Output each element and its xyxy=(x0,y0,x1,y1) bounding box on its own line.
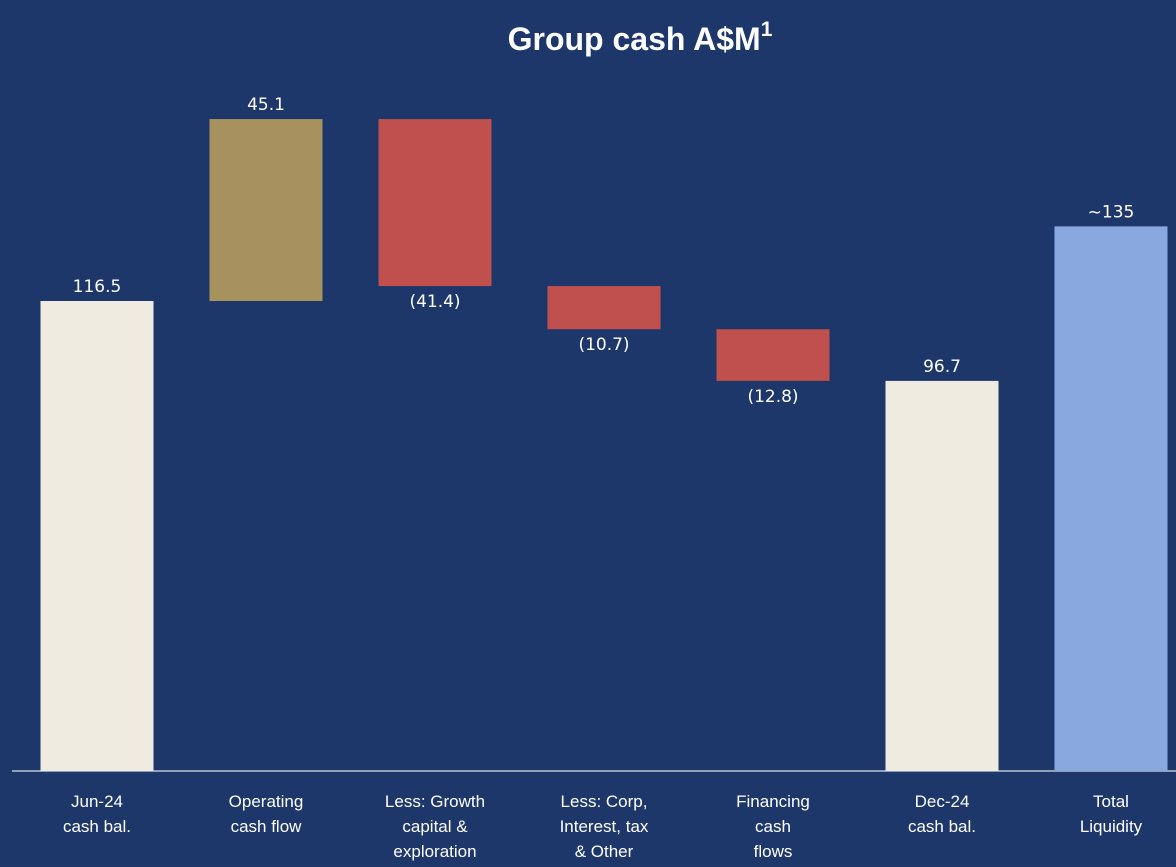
bar xyxy=(40,301,154,771)
x-tick-line: cash xyxy=(755,817,791,836)
bar xyxy=(1054,226,1168,771)
x-tick-line: & Other xyxy=(575,842,634,861)
title-superscript: 1 xyxy=(761,18,773,41)
title-text: Group cash A$M xyxy=(508,21,761,57)
x-tick-line: Less: Corp, xyxy=(561,792,648,811)
x-tick-label: Operating cash flow xyxy=(229,792,304,836)
x-tick-label: Dec-24 cash bal. xyxy=(908,792,976,836)
x-tick-line: Jun-24 xyxy=(71,792,123,811)
x-tick-line: Less: Growth xyxy=(385,792,485,811)
x-tick-line: capital & xyxy=(402,817,468,836)
x-tick-line: cash bal. xyxy=(908,817,976,836)
bar xyxy=(378,119,492,287)
bar xyxy=(547,286,661,330)
value-label: ~135 xyxy=(1088,202,1135,222)
x-tick-line: Liquidity xyxy=(1080,817,1143,836)
bar xyxy=(716,329,830,381)
bar xyxy=(209,119,323,302)
value-label: (12.8) xyxy=(747,387,798,407)
x-tick-line: Interest, tax xyxy=(560,817,649,836)
x-tick-label: Financing cash flows xyxy=(736,792,810,861)
x-tick-line: Operating xyxy=(229,792,304,811)
x-tick-label: Total Liquidity xyxy=(1080,792,1143,836)
x-tick-line: cash flow xyxy=(231,817,303,836)
x-tick-line: Dec-24 xyxy=(915,792,970,811)
x-tick-line: exploration xyxy=(393,842,476,861)
x-tick-label: Less: Growth capital & exploration xyxy=(385,792,485,861)
x-tick-line: flows xyxy=(754,842,793,861)
value-label: (10.7) xyxy=(578,335,629,355)
chart-title: Group cash A$M1 xyxy=(508,18,773,58)
value-label: 116.5 xyxy=(73,277,122,297)
value-label: 45.1 xyxy=(247,95,285,115)
value-label: 96.7 xyxy=(923,357,961,377)
x-tick-line: Financing xyxy=(736,792,810,811)
value-label: (41.4) xyxy=(409,292,460,312)
x-tick-line: Total xyxy=(1093,792,1129,811)
x-tick-label: Less: Corp, Interest, tax & Other xyxy=(560,792,649,861)
x-tick-label: Jun-24 cash bal. xyxy=(63,792,131,836)
x-tick-line: cash bal. xyxy=(63,817,131,836)
bar xyxy=(885,380,999,771)
